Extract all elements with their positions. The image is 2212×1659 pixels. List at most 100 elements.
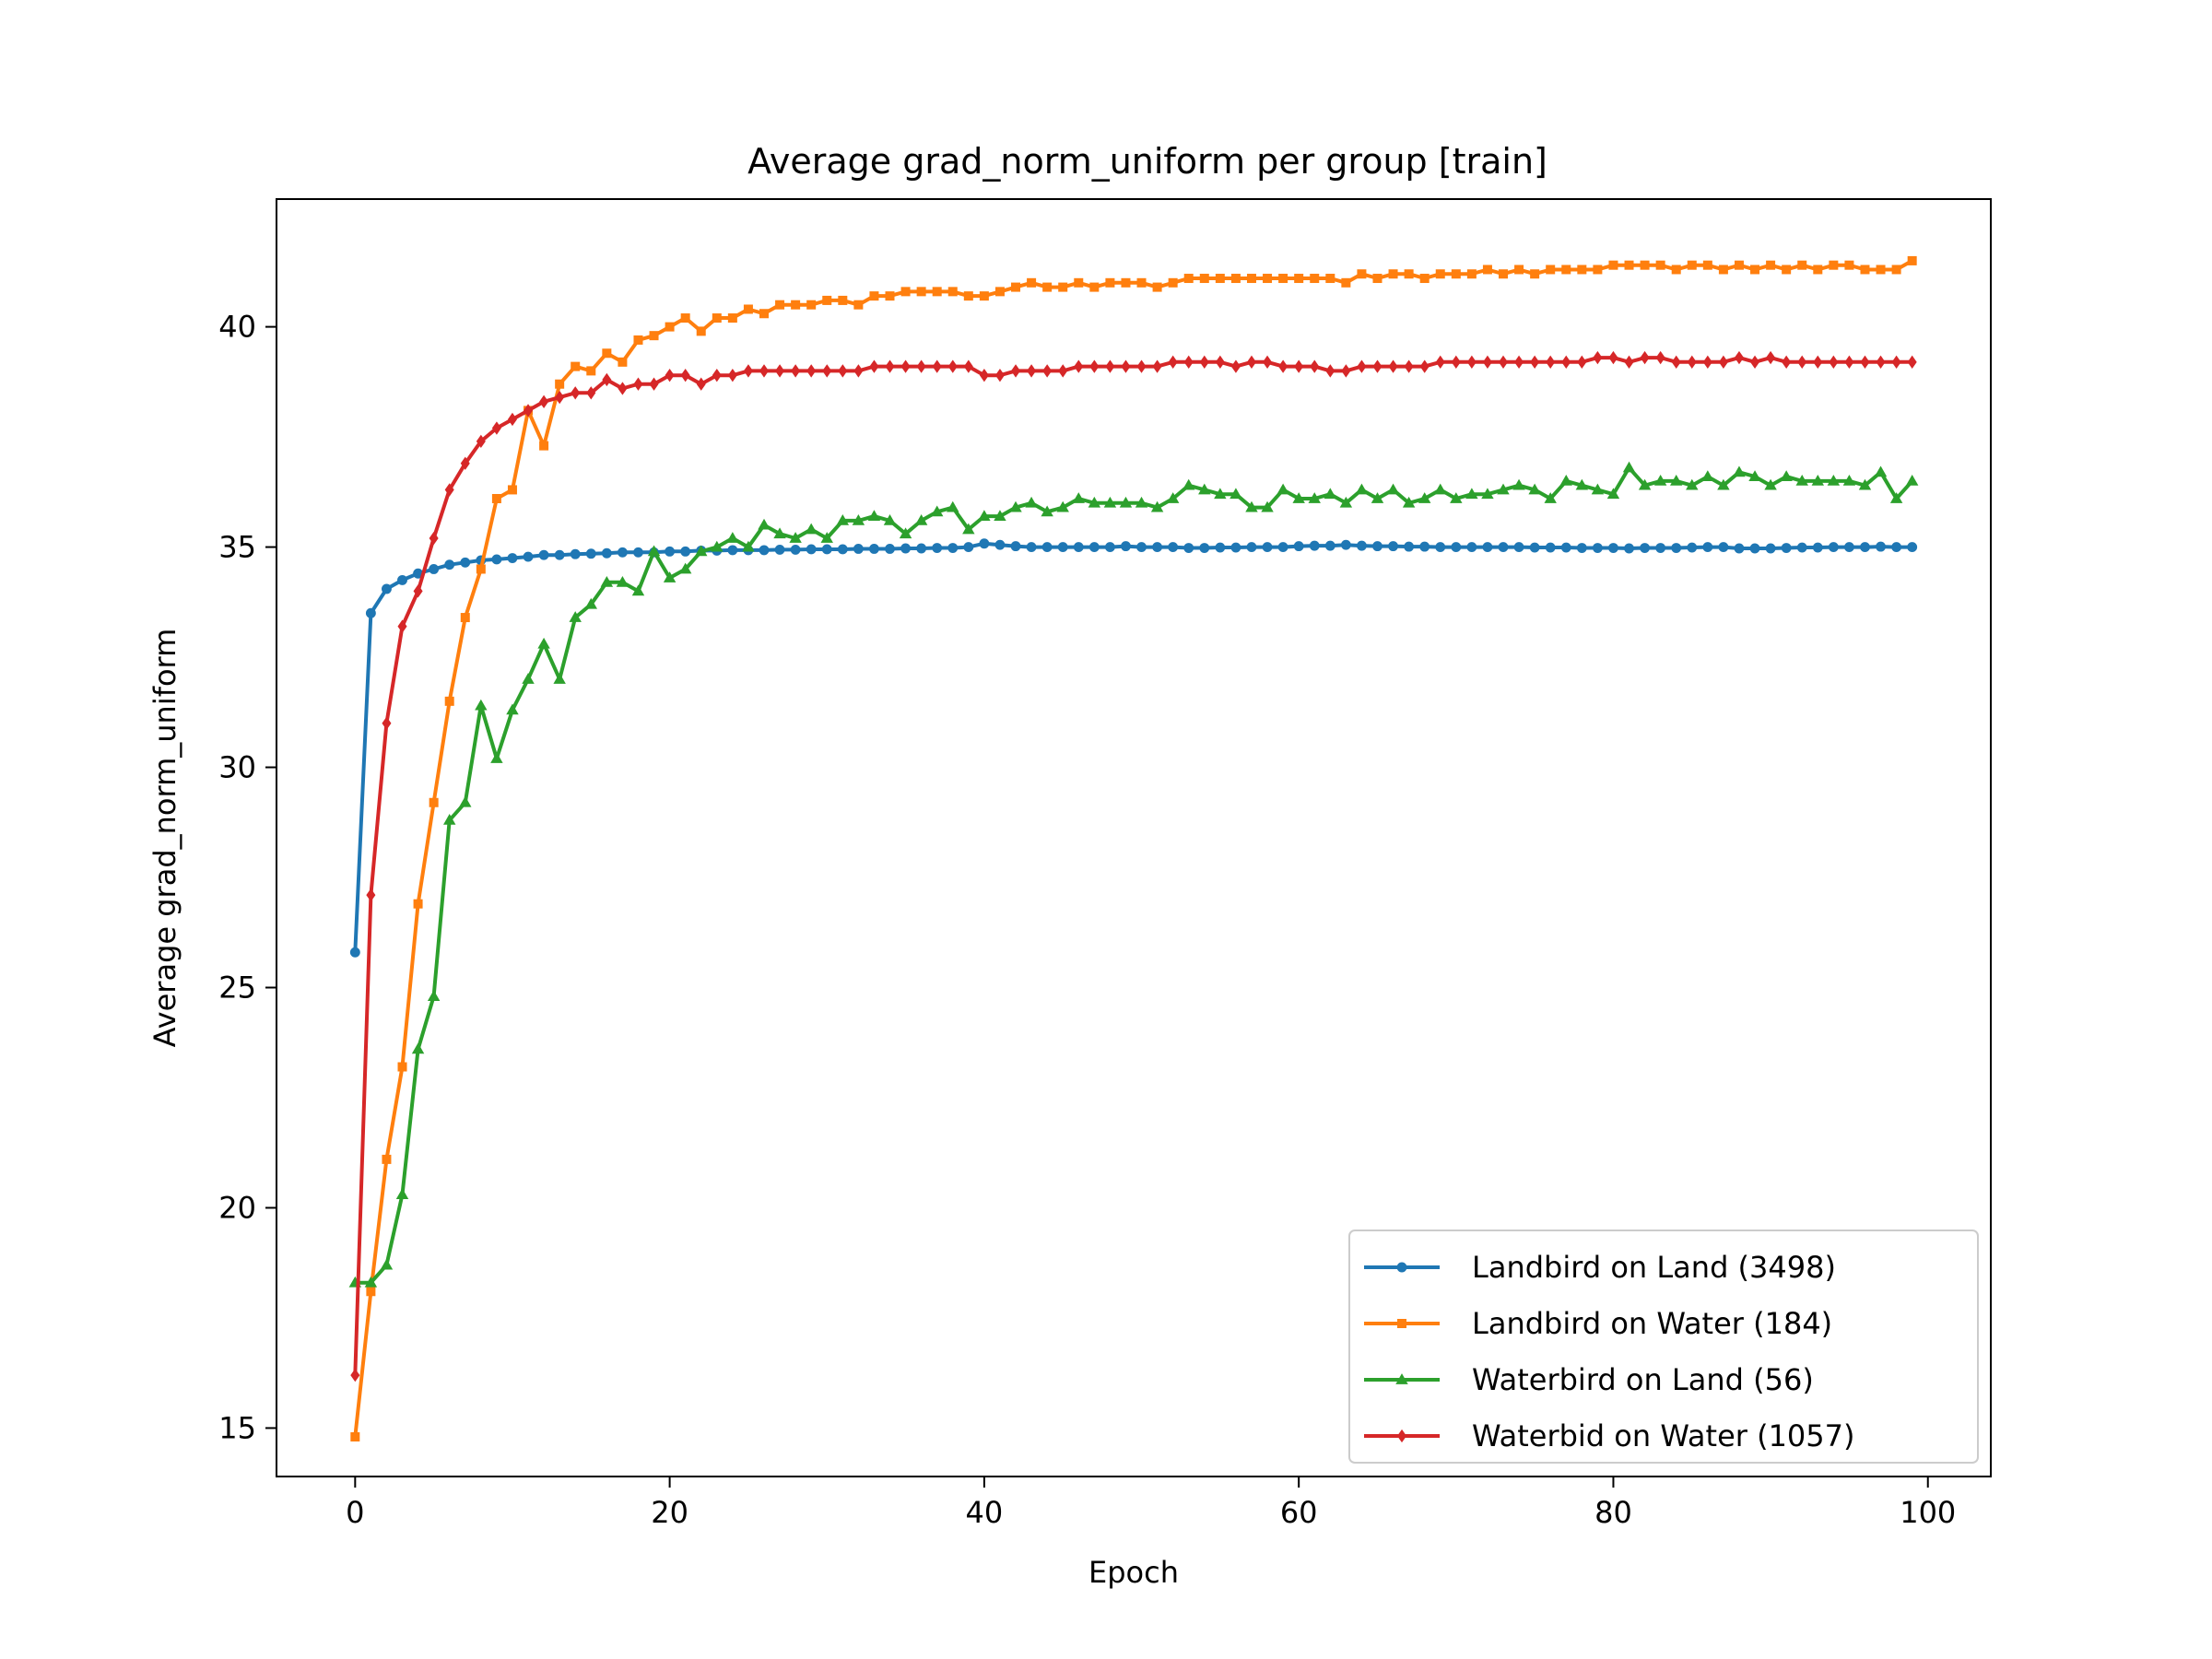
data-point-circle [381, 583, 392, 594]
data-point-circle [1576, 543, 1587, 553]
data-point-square [1089, 282, 1100, 292]
data-point-diamond [1482, 355, 1492, 370]
data-point-square [712, 313, 722, 324]
data-point-circle [523, 551, 534, 562]
x-axis-label: Epoch [1088, 1555, 1179, 1590]
data-point-square [571, 361, 581, 371]
data-point-square [1891, 265, 1901, 275]
data-point-circle [1828, 542, 1839, 553]
data-point-diamond [649, 377, 659, 391]
data-point-triangle [962, 523, 975, 535]
data-point-circle [1451, 542, 1462, 553]
data-point-triangle [1103, 496, 1117, 508]
data-point-square [1388, 269, 1398, 279]
data-point-diamond [1230, 359, 1241, 373]
data-point-circle [429, 564, 440, 574]
data-point-circle [1404, 541, 1415, 552]
legend-label: Waterbid on Water (1057) [1472, 1418, 1854, 1453]
data-point-diamond [932, 359, 942, 373]
data-point-triangle [1402, 496, 1416, 508]
data-point-square [1199, 274, 1209, 284]
data-point-square [1168, 277, 1178, 288]
axes-frame [276, 198, 1992, 1477]
data-point-square [1136, 277, 1147, 288]
data-point-circle [1396, 1262, 1407, 1273]
data-point-triangle [994, 510, 1006, 521]
data-point-circle [1356, 540, 1367, 551]
data-point-square [1655, 260, 1665, 270]
data-point-triangle [1858, 478, 1872, 490]
y-tick-label: 15 [218, 1410, 256, 1445]
data-point-square [555, 379, 565, 389]
data-point-diamond [869, 359, 879, 373]
data-point-square [1829, 260, 1839, 270]
data-point-square [791, 300, 801, 310]
y-axis-label: Average grad_norm_uniform [147, 629, 182, 1048]
data-point-diamond [1907, 355, 1917, 370]
data-point-square [1042, 282, 1053, 292]
data-point-diamond [1561, 355, 1571, 370]
y-axis: 15 20 25 30 35 40 [218, 310, 276, 1445]
data-point-triangle [883, 514, 897, 525]
data-point-diamond [743, 364, 753, 378]
data-point-square [947, 287, 958, 297]
data-point-circle [1796, 542, 1807, 553]
data-point-triangle [758, 518, 771, 530]
data-point-diamond [1530, 355, 1540, 370]
data-point-diamond [524, 404, 534, 418]
data-point-diamond [350, 1368, 360, 1382]
x-tick-label: 40 [966, 1495, 1004, 1530]
data-point-square [1750, 265, 1760, 275]
data-point-circle [994, 539, 1006, 550]
data-point-diamond [1466, 355, 1477, 370]
data-point-square [1860, 265, 1870, 275]
data-point-square [1074, 277, 1084, 288]
data-point-square [586, 366, 596, 376]
data-point-triangle [647, 545, 661, 557]
data-point-triangle [1575, 478, 1589, 490]
data-point-square [1325, 274, 1335, 284]
data-point-square [1907, 255, 1917, 265]
data-point-diamond [1860, 355, 1870, 370]
data-point-circle [916, 543, 927, 554]
data-point-triangle [1842, 475, 1856, 486]
data-point-circle [900, 543, 912, 554]
data-point-square [1766, 260, 1776, 270]
data-point-circle [585, 548, 596, 559]
data-point-diamond [1671, 355, 1681, 370]
data-point-circle [1560, 542, 1571, 553]
data-point-circle [1088, 542, 1100, 553]
data-point-square [1215, 274, 1225, 284]
data-point-triangle [1780, 470, 1793, 481]
data-point-circle [1277, 542, 1288, 553]
data-point-square [994, 287, 1005, 297]
data-point-triangle [1308, 492, 1321, 503]
data-point-square [1624, 260, 1634, 270]
data-point-triangle [867, 510, 881, 521]
data-point-triangle [537, 637, 550, 649]
data-point-circle [1136, 542, 1147, 553]
data-point-circle [947, 543, 959, 553]
data-point-diamond [1750, 355, 1760, 370]
data-point-triangle [947, 500, 959, 512]
data-point-circle [1891, 542, 1902, 553]
data-point-diamond [775, 364, 785, 378]
data-point-square [491, 493, 501, 503]
data-point-triangle [695, 545, 708, 557]
data-point-triangle [1638, 478, 1652, 490]
data-point-diamond [1215, 355, 1225, 370]
data-point-circle [365, 607, 376, 618]
data-point-circle [1498, 542, 1509, 553]
data-point-square [680, 313, 690, 324]
data-point-circle [1340, 539, 1351, 550]
data-point-square [932, 287, 942, 297]
data-point-circle [1876, 541, 1887, 552]
data-point-circle [1592, 543, 1603, 553]
data-point-diamond [1152, 359, 1162, 373]
data-point-square [1797, 260, 1807, 270]
data-point-triangle [1764, 478, 1777, 490]
data-point-triangle [1701, 470, 1714, 481]
data-point-square [1451, 269, 1461, 279]
plot-area [276, 198, 1992, 1477]
